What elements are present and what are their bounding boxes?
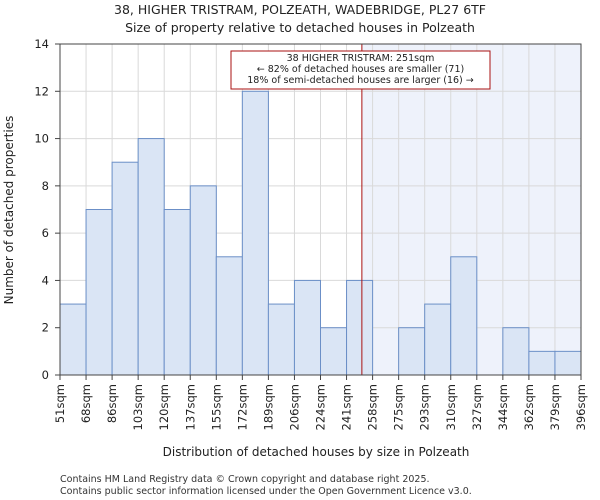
- y-tick-label: 2: [42, 321, 49, 335]
- y-tick-label: 6: [42, 226, 49, 240]
- y-tick-label: 10: [34, 132, 49, 146]
- x-tick-label: 172sqm: [235, 384, 249, 430]
- x-tick-label: 293sqm: [418, 384, 432, 430]
- bar-51sqm: [59, 303, 87, 376]
- x-tick-label: 396sqm: [574, 384, 588, 430]
- annotation-line-3: 18% of semi-detached houses are larger (…: [247, 75, 474, 86]
- x-tick-label: 155sqm: [209, 384, 223, 430]
- bar-103sqm: [137, 138, 165, 376]
- bar-86sqm: [111, 161, 139, 376]
- y-tick-label: 14: [34, 37, 49, 51]
- x-tick-label: 137sqm: [183, 384, 197, 430]
- bar-172sqm: [241, 90, 269, 376]
- x-tick-label: 327sqm: [470, 384, 484, 430]
- x-tick-label: 86sqm: [105, 384, 119, 423]
- x-tick-label: 310sqm: [444, 384, 458, 430]
- bar-241sqm: [346, 279, 374, 376]
- y-tick-label: 12: [34, 84, 49, 98]
- x-tick-label: 189sqm: [261, 384, 275, 430]
- x-axis-label: Distribution of detached houses by size …: [163, 445, 470, 459]
- x-tick-label: 206sqm: [287, 384, 301, 430]
- bar-224sqm: [320, 327, 348, 376]
- bar-293sqm: [424, 303, 452, 376]
- bar-206sqm: [293, 279, 322, 376]
- footer-line-1: Contains HM Land Registry data © Crown c…: [60, 474, 430, 485]
- bar-137sqm: [189, 185, 217, 376]
- x-tick-label: 379sqm: [548, 384, 562, 430]
- y-axis-label: Number of detached properties: [2, 116, 16, 305]
- y-tick-label: 0: [42, 368, 49, 382]
- bars: [59, 90, 582, 376]
- bar-344sqm: [502, 327, 530, 376]
- chart-title: 38, HIGHER TRISTRAM, POLZEATH, WADEBRIDG…: [114, 2, 486, 17]
- bar-379sqm: [554, 350, 582, 376]
- annotation-line-2: ← 82% of detached houses are smaller (71…: [257, 64, 464, 75]
- x-tick-label: 362sqm: [522, 384, 536, 430]
- x-tick-label: 103sqm: [131, 384, 145, 430]
- x-tick-label: 344sqm: [496, 384, 510, 430]
- y-tick-label: 8: [42, 179, 49, 193]
- x-axis-ticks: 51sqm 68sqm 86sqm 103sqm 120sqm 137sqm 155sqm 1…: [53, 375, 588, 430]
- bar-68sqm: [85, 209, 113, 376]
- footer-line-2: Contains public sector information licen…: [60, 486, 472, 497]
- x-tick-label: 258sqm: [366, 384, 380, 430]
- x-tick-label: 51sqm: [53, 384, 67, 423]
- bar-310sqm: [450, 256, 478, 376]
- x-tick-label: 68sqm: [79, 384, 93, 423]
- annotation-border: [230, 50, 491, 90]
- x-tick-label: 241sqm: [340, 384, 354, 430]
- bar-155sqm: [215, 256, 243, 376]
- bar-275sqm: [398, 327, 426, 376]
- x-tick-label: 120sqm: [157, 384, 171, 430]
- bar-189sqm: [267, 303, 295, 376]
- bar-362sqm: [528, 350, 556, 376]
- x-tick-label: 275sqm: [392, 384, 406, 430]
- y-axis-ticks: 0 2 4 6 8 10 12 14: [34, 37, 60, 382]
- annotation-line-1: 38 HIGHER TRISTRAM: 251sqm: [287, 53, 435, 64]
- y-tick-label: 4: [42, 273, 49, 287]
- chart-subtitle: Size of property relative to detached ho…: [125, 20, 475, 35]
- bar-120sqm: [163, 209, 191, 376]
- annotation-box: 38 HIGHER TRISTRAM: 251sqm ← 82% of deta…: [230, 50, 491, 90]
- x-tick-label: 224sqm: [314, 384, 328, 430]
